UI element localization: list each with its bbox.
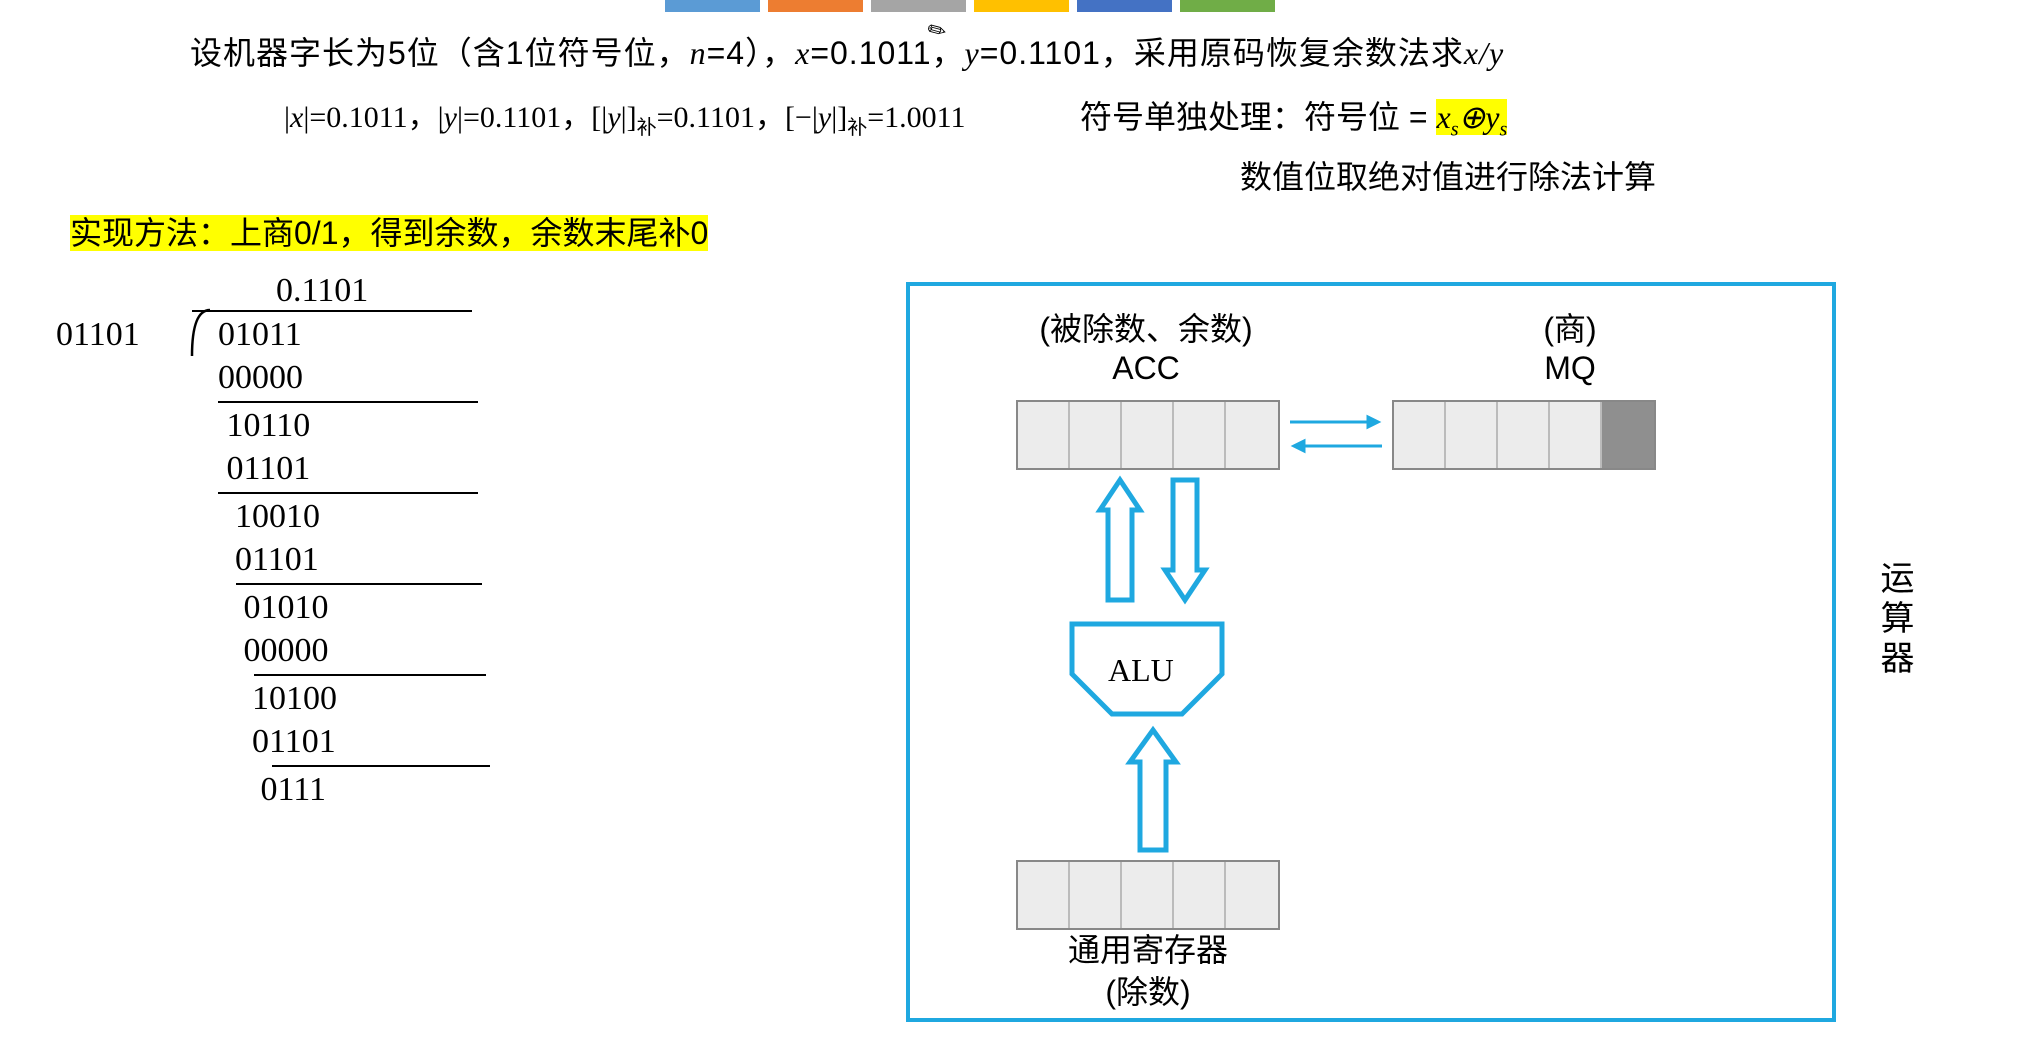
color-tabs [665, 0, 1275, 12]
division-rule [218, 401, 478, 403]
division-row: 01101 [218, 721, 490, 764]
division-row: 01101 [218, 448, 490, 491]
var-xy: x/y [1464, 35, 1504, 71]
method-line: 实现方法：上商0/1，得到余数，余数末尾补0 [70, 208, 708, 254]
reg-cell [1394, 402, 1446, 468]
division-rule [272, 765, 490, 767]
division-bar [192, 310, 472, 312]
mq-register [1392, 400, 1656, 470]
color-tab [1180, 0, 1275, 12]
division-bracket [184, 308, 214, 358]
method-highlight: 实现方法：上商0/1，得到余数，余数末尾补0 [70, 215, 708, 251]
acc-alu-arrows [1090, 470, 1220, 616]
division-steps: 0101100000 10110 01101 10010 01101 01010… [218, 314, 490, 812]
division-row: 01011 [218, 314, 490, 357]
color-tab [1077, 0, 1172, 12]
division-row: 00000 [218, 357, 490, 400]
abs-line: 数值位取绝对值进行除法计算 [1240, 152, 1656, 198]
division-row: 10010 [218, 496, 490, 539]
reg-cell [1226, 402, 1278, 468]
text: =0.1011， [810, 35, 964, 71]
reg-cell [1446, 402, 1498, 468]
text: 设机器字长为5位（含1位符号位， [190, 35, 690, 71]
gpr-alu-arrow [1118, 722, 1188, 858]
division-rule [236, 583, 482, 585]
var-n: n [690, 35, 707, 71]
acc-register [1016, 400, 1280, 470]
quotient: 0.1101 [276, 270, 368, 313]
problem-statement: 设机器字长为5位（含1位符号位，n=4），x=0.1011，y=0.1101，采… [190, 28, 1504, 74]
text: =0.1101，采用原码恢复余数法求 [980, 35, 1464, 71]
color-tab [974, 0, 1069, 12]
division-row: 10100 [218, 678, 490, 721]
reg-cell [1122, 862, 1174, 928]
reg-cell [1122, 402, 1174, 468]
reg-cell [1070, 402, 1122, 468]
mq-label: (商) MQ [1440, 304, 1700, 387]
reg-cell [1070, 862, 1122, 928]
gpr-title1: 通用寄存器 [1016, 930, 1280, 972]
alu-label: ALU [1108, 652, 1174, 689]
values-line: |x|=0.1011，|y|=0.1101，[|y|]补=0.1101，[−|y… [284, 92, 966, 140]
var-x: x [795, 35, 810, 71]
division-row: 01101 [218, 539, 490, 582]
reg-cell [1018, 862, 1070, 928]
color-tab [665, 0, 760, 12]
reg-cell-dark [1602, 402, 1654, 468]
division-rule [254, 674, 486, 676]
acc-mq-arrows [1282, 408, 1390, 462]
text: =4）， [707, 35, 796, 71]
text: 符号单独处理：符号位 = [1080, 99, 1436, 135]
acc-label: (被除数、余数) ACC [1016, 304, 1276, 387]
sign-line: 符号单独处理：符号位 = xs⊕ys [1080, 92, 1507, 141]
division-row: 10110 [218, 405, 490, 448]
acc-title1: (被除数、余数) [1016, 304, 1276, 350]
reg-cell [1550, 402, 1602, 468]
division-row: 0111 [218, 769, 490, 812]
acc-title2: ACC [1016, 350, 1276, 387]
gpr-title2: (除数) [1016, 972, 1280, 1014]
sign-formula: xs⊕ys [1436, 99, 1507, 135]
reg-cell [1018, 402, 1070, 468]
mq-title2: MQ [1440, 350, 1700, 387]
division-row: 00000 [218, 630, 490, 673]
gpr-register [1016, 860, 1280, 930]
reg-cell [1498, 402, 1550, 468]
division-row: 01010 [218, 587, 490, 630]
division-rule [218, 492, 478, 494]
reg-cell [1226, 862, 1278, 928]
var-y: y [965, 35, 980, 71]
mq-title1: (商) [1440, 304, 1700, 350]
divisor: 01101 [56, 314, 140, 357]
color-tab [871, 0, 966, 12]
reg-cell [1174, 862, 1226, 928]
diagram-side-label: 运算器 [1870, 560, 1919, 680]
gpr-label: 通用寄存器 (除数) [1016, 930, 1280, 1013]
reg-cell [1174, 402, 1226, 468]
color-tab [768, 0, 863, 12]
